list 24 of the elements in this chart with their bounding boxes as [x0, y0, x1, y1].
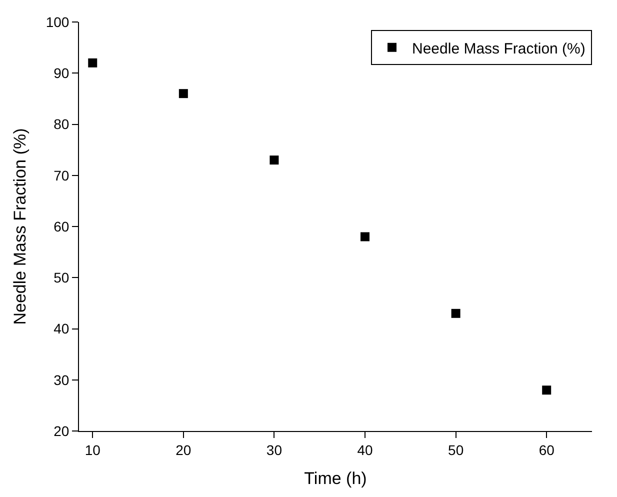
x-tick-label: 20	[176, 442, 192, 458]
point	[178, 89, 188, 98]
point	[270, 156, 279, 165]
point	[542, 386, 552, 395]
legend-label: Needle Mass Fraction (%)	[412, 40, 586, 58]
x-tick-label: 40	[357, 442, 374, 458]
x-tick-label: 30	[266, 442, 282, 458]
y-tick-label: 40	[54, 320, 70, 337]
y-tick-label: 30	[54, 372, 70, 388]
x-axis-title: Time (h)	[304, 469, 367, 488]
x-tick-label: 10	[84, 442, 101, 458]
point	[88, 58, 98, 68]
y-axis-title: Needle Mass Fraction (%)	[10, 128, 30, 325]
y-tick-label: 60	[54, 218, 70, 234]
y-tick-label: 70	[54, 167, 70, 184]
y-tick-label: 80	[54, 116, 70, 132]
y-tick-label: 50	[54, 270, 70, 286]
y-tick-label: 100	[46, 14, 70, 30]
x-tick-label: 50	[448, 442, 464, 458]
point	[451, 308, 460, 318]
y-tick-label: 20	[54, 422, 70, 439]
y-tick-label: 90	[54, 65, 70, 82]
point	[360, 232, 370, 242]
x-tick-label: 60	[538, 442, 555, 458]
